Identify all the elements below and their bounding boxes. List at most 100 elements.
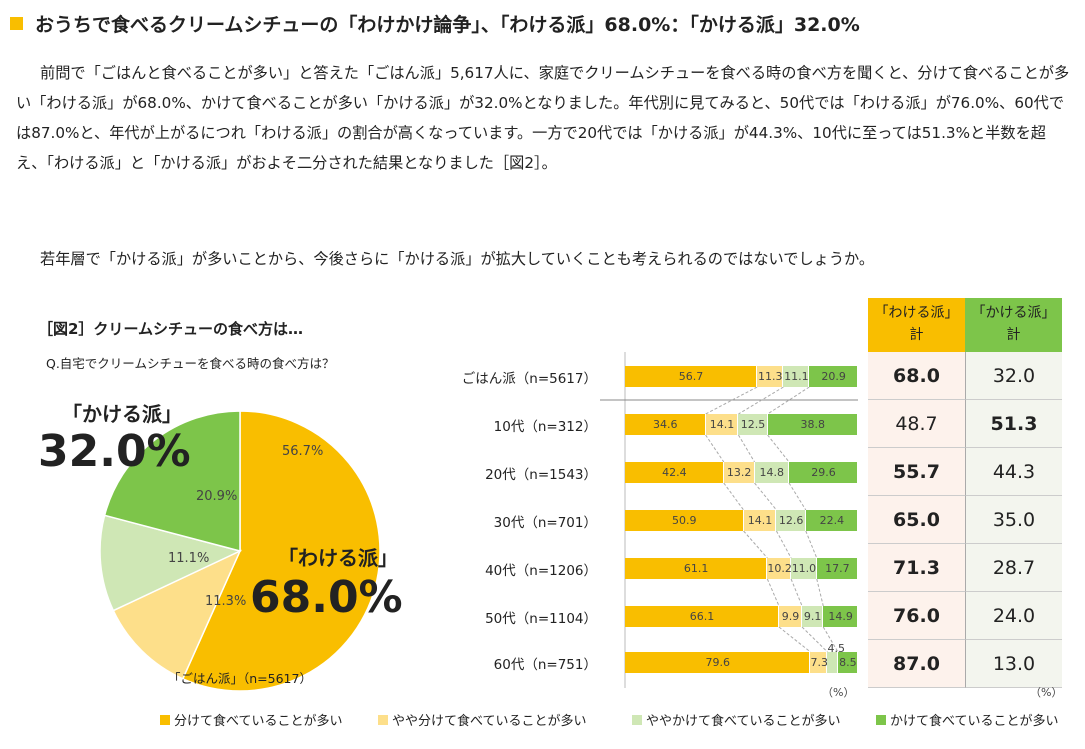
connector-line <box>767 386 810 415</box>
bar-category-label: 60代（n=751） <box>493 657 597 673</box>
header-kakeru: 「かける派」計 <box>965 298 1062 352</box>
bar-value-label: 38.8 <box>800 418 826 431</box>
bar-value-label: 34.6 <box>653 418 678 431</box>
bar-category-label: 10代（n=312） <box>493 419 597 435</box>
connector-line <box>738 386 784 415</box>
legend-label: かけて食べていることが多い <box>890 714 1059 729</box>
bar-segment: 14.9 <box>823 606 858 627</box>
connector-line <box>788 482 807 511</box>
table-cell: 55.7 <box>868 448 965 496</box>
bar-value-label: 7.3 <box>810 656 828 669</box>
bar-value-label: 13.2 <box>726 466 752 479</box>
pie-slice-label: 11.1% <box>168 551 209 566</box>
connector-line <box>776 530 792 559</box>
connector-line <box>743 530 768 559</box>
bar-value-label: 11.0 <box>791 562 817 575</box>
table-cell: 68.0 <box>868 352 965 400</box>
bar-value-label: 4.5 <box>827 642 845 655</box>
bar-segment: 50.9 <box>625 510 744 531</box>
bar-value-label: 50.9 <box>672 514 697 527</box>
table-cell: 76.0 <box>868 592 965 640</box>
pie-slice-label: 20.9% <box>196 489 237 504</box>
pie-caption: 「ごはん派」（n=5617） <box>168 671 312 686</box>
legend-item: 分けて食べていることが多い <box>160 710 342 729</box>
table-cell: 28.7 <box>965 544 1062 592</box>
bar-segment: 38.8 <box>767 414 858 435</box>
kakeru-label: 「かける派」 <box>62 402 182 426</box>
bar-value-label: 12.5 <box>740 418 766 431</box>
bar-segment: 14.1 <box>743 510 777 531</box>
table-cell: 51.3 <box>965 400 1062 448</box>
legend-swatch <box>876 715 886 725</box>
bar-segment: 29.6 <box>789 462 858 483</box>
bar-segment: 13.2 <box>723 462 755 483</box>
bar-value-label: 14.1 <box>747 514 773 527</box>
bar-value-label: 9.9 <box>781 610 800 623</box>
legend-label: やや分けて食べていることが多い <box>392 714 587 729</box>
connector-line <box>754 482 777 511</box>
table-cell: 87.0 <box>868 640 965 688</box>
legend-item: ややかけて食べていることが多い <box>632 710 840 729</box>
bar-segment: 20.9 <box>809 366 858 387</box>
paragraph-1: 前問で「ごはんと食べることが多い」と答えた「ごはん派」5,617人に、家庭でクリ… <box>16 64 1070 172</box>
bar-value-label: 14.1 <box>709 418 735 431</box>
bar-segment: 66.1 <box>625 606 779 627</box>
connector-line <box>766 578 780 607</box>
figure-title: ［図2］クリームシチューの食べ方は… <box>38 320 303 338</box>
bar-value-label: 66.1 <box>689 610 715 623</box>
bar-segment: 11.1 <box>783 366 810 387</box>
table-cell: 44.3 <box>965 448 1062 496</box>
legend-swatch <box>378 715 388 725</box>
bar-category-label: 40代（n=1206） <box>485 563 597 579</box>
bar-segment: 4.5 <box>827 642 845 673</box>
bar-value-label: 11.1 <box>784 370 809 383</box>
pie-slice <box>181 410 381 692</box>
bar-segment: 34.6 <box>625 414 706 435</box>
bar-value-label: 14.8 <box>759 466 785 479</box>
legend-item: やや分けて食べていることが多い <box>378 710 586 729</box>
bar-value-label: 17.7 <box>825 562 850 575</box>
bullet-square-icon <box>10 17 23 30</box>
paragraph-2: 若年層で「かける派」が多いことから、今後さらに「かける派」が拡大していくことも考… <box>40 250 875 268</box>
table-cell: 65.0 <box>868 496 965 544</box>
bar-segment: 42.4 <box>625 462 724 483</box>
bar-segment: 56.7 <box>625 366 758 387</box>
connector-line <box>705 434 725 463</box>
bar-category-label: 50代（n=1104） <box>485 611 597 627</box>
pie-slice-label: 11.3% <box>205 594 246 609</box>
bar-segment: 7.3 <box>810 652 828 673</box>
bar-segment: 17.7 <box>816 558 858 579</box>
wakeru-percent: 68.0% <box>250 572 403 623</box>
bar-value-label: 29.6 <box>811 466 836 479</box>
bar-value-label: 61.1 <box>683 562 709 575</box>
table-cell: 35.0 <box>965 496 1062 544</box>
connector-line <box>801 626 828 653</box>
bar-segment: 11.0 <box>791 558 817 579</box>
bar-category-label: ごはん派（n=5617） <box>461 371 597 387</box>
table-cell: 32.0 <box>965 352 1062 400</box>
pie-slice <box>112 549 242 680</box>
bar-value-label: 12.6 <box>778 514 804 527</box>
table-cell: 71.3 <box>868 544 965 592</box>
bar-value-label: 22.4 <box>819 514 845 527</box>
header-wakeru: 「わける派」計 <box>868 298 965 352</box>
bar-segment: 14.8 <box>754 462 790 483</box>
bar-segment: 11.3 <box>757 366 784 387</box>
wakeru-label: 「わける派」 <box>278 546 398 570</box>
connector-line <box>723 482 745 511</box>
title-text: おうちで食べるクリームシチューの「わけかけ論争」、「わける派」68.0%：「かけ… <box>35 14 860 36</box>
bar-segment: 12.6 <box>776 510 806 531</box>
kakeru-percent: 32.0% <box>38 426 191 477</box>
table-cell: 48.7 <box>868 400 965 448</box>
bar-segment: 9.9 <box>779 606 803 627</box>
bar-value-label: 11.3 <box>758 370 783 383</box>
bar-segment: 10.2 <box>767 558 792 579</box>
connector-line <box>790 578 803 607</box>
bar-segment: 61.1 <box>625 558 768 579</box>
bar-value-label: 10.2 <box>767 562 792 575</box>
pie-slice <box>99 514 243 612</box>
bar-segment: 79.6 <box>625 652 811 673</box>
legend-label: 分けて食べていることが多い <box>174 714 343 729</box>
table-cell: 24.0 <box>965 592 1062 640</box>
